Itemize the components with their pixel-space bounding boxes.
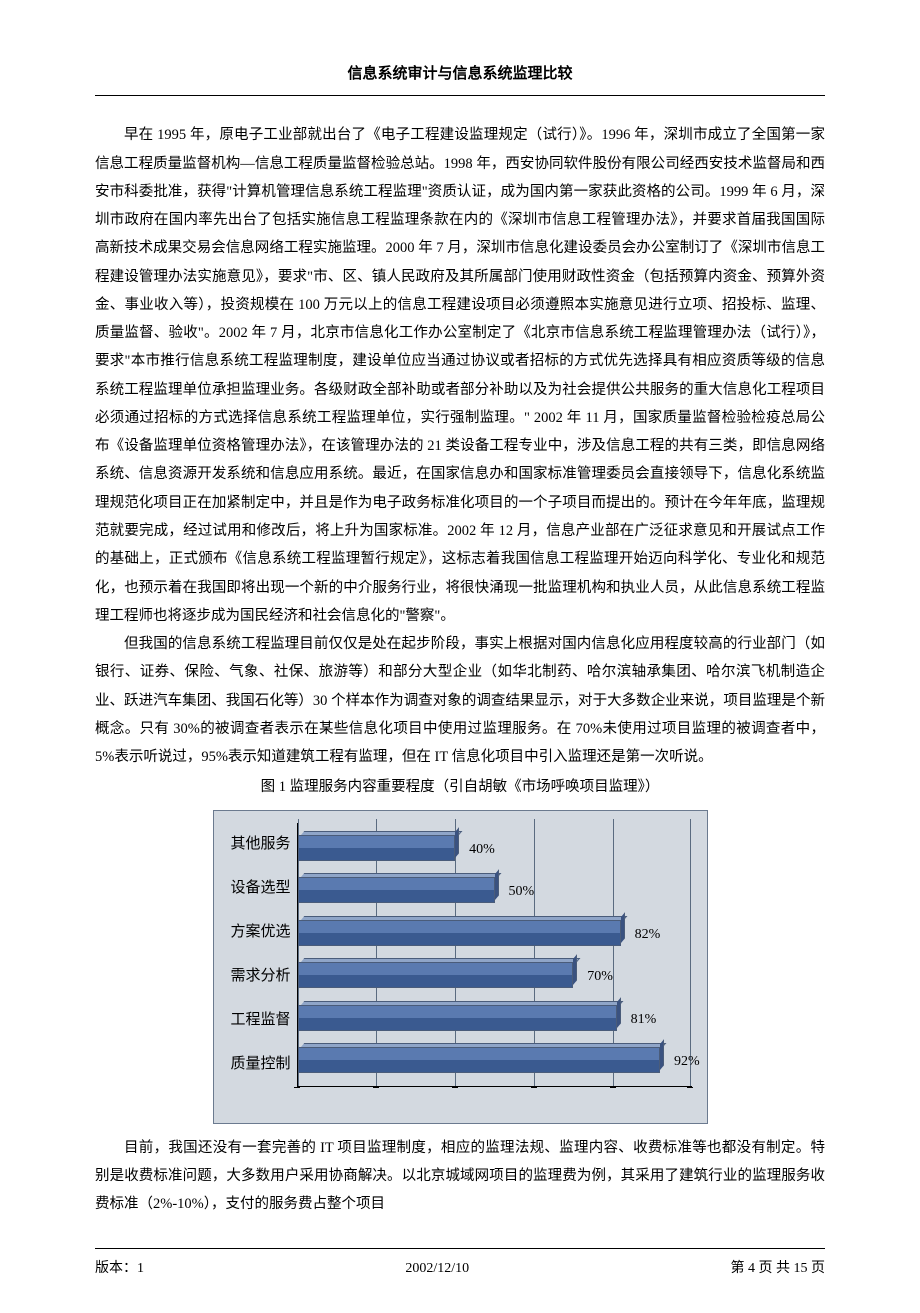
x-tick: [452, 1087, 458, 1088]
x-tick: [294, 1087, 300, 1088]
bar-side: [660, 1040, 664, 1071]
paragraph-1: 早在 1995 年，原电子工业部就出台了《电子工程建设监理规定（试行）》。199…: [95, 121, 825, 630]
chart-caption: 图 1 监理服务内容重要程度（引自胡敏《市场呼唤项目监理》）: [95, 773, 825, 801]
bar-value-1: 50%: [509, 878, 535, 905]
y-label-2: 方案优选: [229, 925, 297, 940]
bar-value-0: 40%: [469, 836, 495, 863]
bar-row-3: 70%: [298, 961, 692, 989]
footer-date: 2002/12/10: [405, 1255, 469, 1282]
y-label-0: 其他服务: [229, 837, 297, 852]
footer-page: 第 4 页 共 15 页: [731, 1255, 826, 1282]
x-tick: [531, 1087, 537, 1088]
bar-value-2: 82%: [635, 921, 661, 948]
x-tick: [373, 1087, 379, 1088]
header-underline: [95, 95, 825, 96]
bar-side: [573, 955, 577, 986]
y-label-3: 需求分析: [229, 969, 297, 984]
bar-row-1: 50%: [298, 876, 692, 904]
chart-x-axis: [297, 1087, 692, 1111]
x-tick: [610, 1087, 616, 1088]
page-header-title: 信息系统审计与信息系统监理比较: [95, 60, 825, 89]
bar-0: [298, 835, 456, 861]
bar-row-2: 82%: [298, 919, 692, 947]
bar-4: [298, 1005, 617, 1031]
bar-2: [298, 920, 621, 946]
footer-version: 版本：1: [95, 1255, 144, 1282]
chart-plot-area: 40% 50% 82%: [297, 823, 692, 1087]
x-tick: [687, 1087, 693, 1088]
y-label-1: 设备选型: [229, 881, 297, 896]
bar-side: [621, 912, 625, 943]
bar-row-4: 81%: [298, 1004, 692, 1032]
page-footer: 版本：1 2002/12/10 第 4 页 共 15 页: [95, 1248, 825, 1282]
bar-row-0: 40%: [298, 834, 692, 862]
bar-value-4: 81%: [631, 1006, 657, 1033]
bar-1: [298, 877, 495, 903]
y-label-4: 工程监督: [229, 1013, 297, 1028]
bar-side: [455, 827, 459, 858]
y-label-5: 质量控制: [229, 1057, 297, 1072]
bar-value-3: 70%: [587, 963, 613, 990]
paragraph-2: 但我国的信息系统工程监理目前仅仅是处在起步阶段，事实上根据对国内信息化应用程度较…: [95, 630, 825, 771]
bar-side: [617, 997, 621, 1028]
chart-plot: 其他服务 设备选型 方案优选 需求分析 工程监督 质量控制 40%: [229, 823, 692, 1111]
bar-value-5: 92%: [674, 1048, 700, 1075]
chart-container: 其他服务 设备选型 方案优选 需求分析 工程监督 质量控制 40%: [213, 810, 708, 1124]
paragraph-3: 目前，我国还没有一套完善的 IT 项目监理制度，相应的监理法规、监理内容、收费标…: [95, 1134, 825, 1219]
bar-side: [495, 870, 499, 901]
bar-3: [298, 962, 574, 988]
bar-row-5: 92%: [298, 1046, 692, 1074]
bar-5: [298, 1047, 660, 1073]
chart-y-axis: 其他服务 设备选型 方案优选 需求分析 工程监督 质量控制: [229, 823, 297, 1087]
